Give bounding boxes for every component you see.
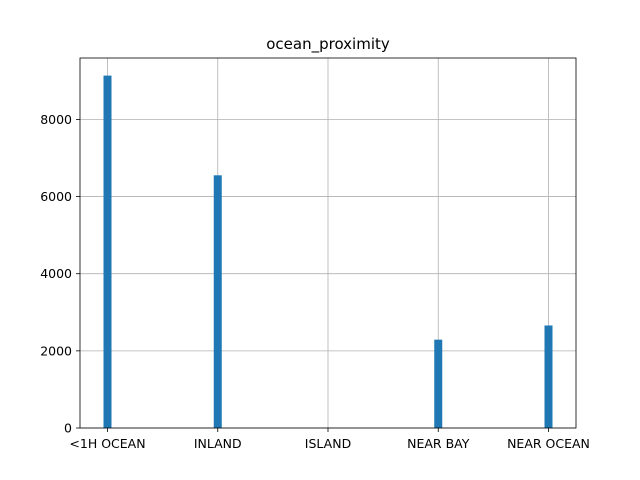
axis-layer	[76, 57, 577, 432]
y-tick-label: 6000	[40, 189, 72, 204]
x-tick-label: NEAR OCEAN	[507, 436, 590, 451]
y-tick-label: 0	[64, 421, 72, 436]
bar-inland	[213, 175, 222, 428]
x-tick-label: INLAND	[194, 436, 242, 451]
x-tick-label: ISLAND	[305, 436, 351, 451]
x-tick-label: <1H OCEAN	[69, 436, 145, 451]
y-tick-label: 4000	[40, 266, 72, 281]
chart-title: ocean_proximity	[266, 35, 390, 54]
y-tick-label: 2000	[40, 343, 72, 358]
bar-1h-ocean	[103, 75, 112, 428]
label-layer: <1H OCEAN INLAND ISLAND NEAR BAY NEAR OCEAN 0…	[40, 112, 590, 451]
grid-layer	[80, 58, 576, 429]
x-tick-label: NEAR BAY	[407, 436, 470, 451]
y-tick-label: 8000	[40, 112, 72, 127]
bar-near-bay	[434, 339, 443, 428]
bar-near-ocean	[544, 325, 553, 428]
